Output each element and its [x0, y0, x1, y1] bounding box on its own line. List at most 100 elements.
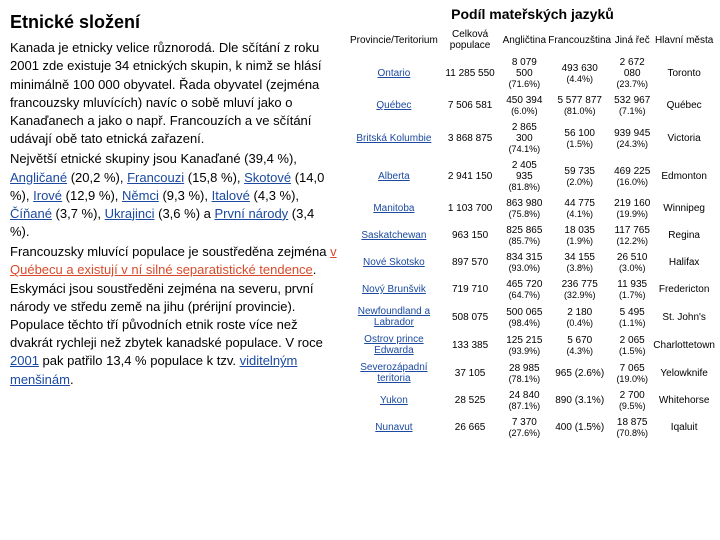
- cell-french: 400 (1.5%): [547, 414, 612, 441]
- text: (15,8 %),: [184, 170, 244, 185]
- cell-french: 18 035(1.9%): [547, 222, 612, 249]
- cell-capital: Fredericton: [652, 276, 716, 303]
- province-link[interactable]: Yukon: [380, 395, 408, 406]
- province-link[interactable]: Alberta: [378, 171, 410, 182]
- table-row: Nový Brunšvik 719 710465 720(64.7%)236 77…: [349, 276, 716, 303]
- cell-french: 236 775(32.9%): [547, 276, 612, 303]
- cell-french: 965 (2.6%): [547, 359, 612, 387]
- table-header-row: Provincie/Teritorium Celková populace An…: [349, 26, 716, 54]
- cell-other: 2 672 080(23.7%): [612, 54, 652, 92]
- language-table: Provincie/Teritorium Celková populace An…: [349, 26, 716, 441]
- text: (20,2 %),: [67, 170, 127, 185]
- link-anglicane[interactable]: Angličané: [10, 170, 67, 185]
- table-row: Manitoba1 103 700863 980(75.8%)44 775(4.…: [349, 195, 716, 222]
- cell-english: 465 720(64.7%): [501, 276, 547, 303]
- province-link[interactable]: Ostrov prince Edwarda: [364, 334, 423, 356]
- cell-pop: 133 385: [439, 331, 502, 359]
- col-other: Jiná řeč: [612, 26, 652, 54]
- table-row: Nové Skotsko897 570834 315(93.0%)34 155(…: [349, 249, 716, 276]
- cell-english: 7 370(27.6%): [501, 414, 547, 441]
- cell-pop: 897 570: [439, 249, 502, 276]
- cell-french: 2 180(0.4%): [547, 303, 612, 331]
- text: (12,9 %),: [62, 188, 122, 203]
- col-province: Provincie/Teritorium: [349, 26, 439, 54]
- link-ukrajinci[interactable]: Ukrajinci: [105, 206, 155, 221]
- table-row: Yukon28 52524 840(87.1%)890 (3.1%)2 700(…: [349, 387, 716, 414]
- text: Francouzsky mluvící populace je soustřed…: [10, 244, 330, 259]
- link-italove[interactable]: Italové: [212, 188, 250, 203]
- link-cinane[interactable]: Číňané: [10, 206, 52, 221]
- cell-capital: Edmonton: [652, 157, 716, 195]
- cell-french: 890 (3.1%): [547, 387, 612, 414]
- table-row: Saskatchewan 963 150825 865(85.7%)18 035(…: [349, 222, 716, 249]
- link-2001[interactable]: 2001: [10, 353, 39, 368]
- link-nemci[interactable]: Němci: [122, 188, 159, 203]
- province-link[interactable]: Severozápadní teritoria: [360, 362, 427, 384]
- cell-english: 450 394(6.0%): [501, 92, 547, 119]
- cell-english: 8 079 500(71.6%): [501, 54, 547, 92]
- cell-capital: Yelowknife: [652, 359, 716, 387]
- province-link[interactable]: Nové Skotsko: [363, 257, 425, 268]
- heading: Etnické složení: [10, 10, 337, 35]
- cell-capital: Victoria: [652, 119, 716, 157]
- cell-other: 7 065(19.0%): [612, 359, 652, 387]
- cell-other: 219 160(19.9%): [612, 195, 652, 222]
- cell-english: 125 215(93.9%): [501, 331, 547, 359]
- table-row: Alberta2 941 1502 405 935(81.8%)59 735(2…: [349, 157, 716, 195]
- link-skotove[interactable]: Skotové: [244, 170, 291, 185]
- cell-other: 469 225(16.0%): [612, 157, 652, 195]
- link-francouzi[interactable]: Francouzi: [127, 170, 184, 185]
- province-link[interactable]: Saskatchewan: [361, 230, 426, 241]
- cell-other: 2 700(9.5%): [612, 387, 652, 414]
- table-row: Nunavut26 6657 370(27.6%)400 (1.5%)18 87…: [349, 414, 716, 441]
- cell-english: 500 065(98.4%): [501, 303, 547, 331]
- cell-capital: Toronto: [652, 54, 716, 92]
- left-column: Etnické složení Kanada je etnicky velice…: [0, 0, 345, 540]
- cell-pop: 2 941 150: [439, 157, 502, 195]
- cell-english: 863 980(75.8%): [501, 195, 547, 222]
- province-link[interactable]: Nový Brunšvik: [362, 284, 426, 295]
- cell-capital: Iqaluit: [652, 414, 716, 441]
- link-prvni-narody[interactable]: První národy: [214, 206, 288, 221]
- col-english: Angličtina: [501, 26, 547, 54]
- cell-pop: 963 150: [439, 222, 502, 249]
- text: (3,6 %) a: [155, 206, 215, 221]
- cell-pop: 508 075: [439, 303, 502, 331]
- cell-pop: 719 710: [439, 276, 502, 303]
- cell-other: 18 875(70.8%): [612, 414, 652, 441]
- cell-pop: 3 868 875: [439, 119, 502, 157]
- cell-other: 532 967(7.1%): [612, 92, 652, 119]
- text: Největší etnické skupiny jsou Kanaďané (…: [10, 151, 297, 166]
- para-2: Největší etnické skupiny jsou Kanaďané (…: [10, 150, 337, 241]
- table-row: Britská Kolumbie 3 868 8752 865 300(74.1%…: [349, 119, 716, 157]
- cell-capital: Regina: [652, 222, 716, 249]
- cell-other: 939 945(24.3%): [612, 119, 652, 157]
- text: (4,3 %),: [250, 188, 299, 203]
- table-row: Ostrov prince Edwarda 133 385125 215(93.9…: [349, 331, 716, 359]
- cell-pop: 7 506 581: [439, 92, 502, 119]
- province-link[interactable]: Britská Kolumbie: [356, 133, 431, 144]
- col-population: Celková populace: [439, 26, 502, 54]
- text: (3,7 %),: [52, 206, 105, 221]
- text: .: [70, 372, 74, 387]
- cell-french: 5 670(4.3%): [547, 331, 612, 359]
- cell-capital: Halifax: [652, 249, 716, 276]
- cell-english: 825 865(85.7%): [501, 222, 547, 249]
- link-irove[interactable]: Irové: [33, 188, 62, 203]
- cell-capital: Québec: [652, 92, 716, 119]
- cell-french: 5 577 877(81.0%): [547, 92, 612, 119]
- right-column: Podíl mateřských jazyků Provincie/Terito…: [345, 0, 720, 540]
- cell-capital: Winnipeg: [652, 195, 716, 222]
- province-link[interactable]: Ontario: [378, 68, 411, 79]
- province-link[interactable]: Manitoba: [373, 203, 414, 214]
- cell-french: 493 630(4.4%): [547, 54, 612, 92]
- cell-english: 2 865 300(74.1%): [501, 119, 547, 157]
- text: pak patřilo 13,4 % populace k tzv.: [39, 353, 240, 368]
- table-row: Newfoundland a Labrador 508 075500 065(98…: [349, 303, 716, 331]
- cell-other: 117 765(12.2%): [612, 222, 652, 249]
- province-link[interactable]: Nunavut: [375, 422, 412, 433]
- cell-pop: 28 525: [439, 387, 502, 414]
- province-link[interactable]: Newfoundland a Labrador: [358, 306, 430, 328]
- col-french: Francouzština: [547, 26, 612, 54]
- province-link[interactable]: Québec: [376, 100, 411, 111]
